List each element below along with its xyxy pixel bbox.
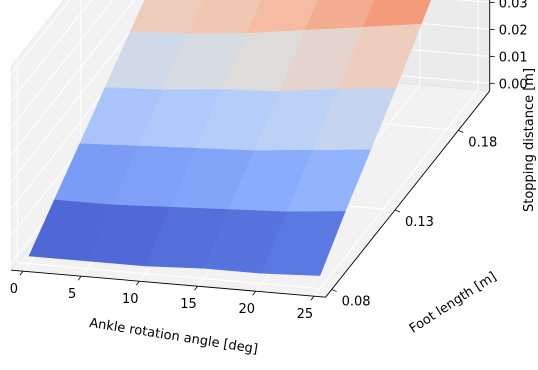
x-axis-line (11, 269, 326, 298)
x-tick-label: 25 (297, 307, 314, 322)
grid-line-z (10, 0, 114, 128)
y-tick-label: 0.08 (342, 295, 371, 310)
grid-line-z (10, 0, 135, 155)
x-tick-mark (19, 270, 24, 276)
x-tick-mark (310, 295, 315, 301)
z-axis-label: Stopping distance [m] (522, 68, 537, 212)
x-tick-label: 20 (238, 302, 255, 317)
z-tick-label: 0.00 (499, 77, 528, 92)
x-tick-mark (194, 285, 198, 291)
y-axis-line (325, 90, 491, 298)
x-tick-mark (136, 280, 140, 286)
y-tick-label: 0.13 (405, 215, 434, 230)
axis-lines (11, 0, 491, 298)
z-tick-label: 0.02 (499, 23, 528, 38)
grid-line-z (10, 0, 71, 74)
z-tick-label: 0.01 (499, 50, 528, 65)
y-tick-label: 0.18 (468, 135, 497, 150)
y-tick-mark (458, 130, 464, 133)
x-axis-label: Ankle rotation angle [deg] (88, 316, 259, 357)
x-tick-label: 0 (10, 282, 18, 297)
tick-labels: 05101520250.080.130.180.000.010.020.030.… (10, 0, 528, 322)
y-tick-mark (331, 289, 337, 292)
surface-cell (261, 211, 346, 276)
x-tick-label: 10 (122, 292, 139, 307)
grid-line-y (16, 58, 332, 291)
surface-mesh (28, 0, 432, 276)
x-tick-label: 15 (180, 297, 197, 312)
grid-line-z (10, 0, 92, 101)
y-tick-mark (394, 209, 401, 213)
grid-line-x (313, 0, 479, 297)
grid-line-z (10, 0, 490, 182)
z-tick-label: 0.03 (499, 0, 528, 11)
y-axis-label: Foot length [m] (407, 269, 499, 336)
x-tick-label: 5 (68, 287, 76, 302)
x-tick-mark (77, 275, 82, 281)
x-tick-mark (252, 290, 257, 296)
